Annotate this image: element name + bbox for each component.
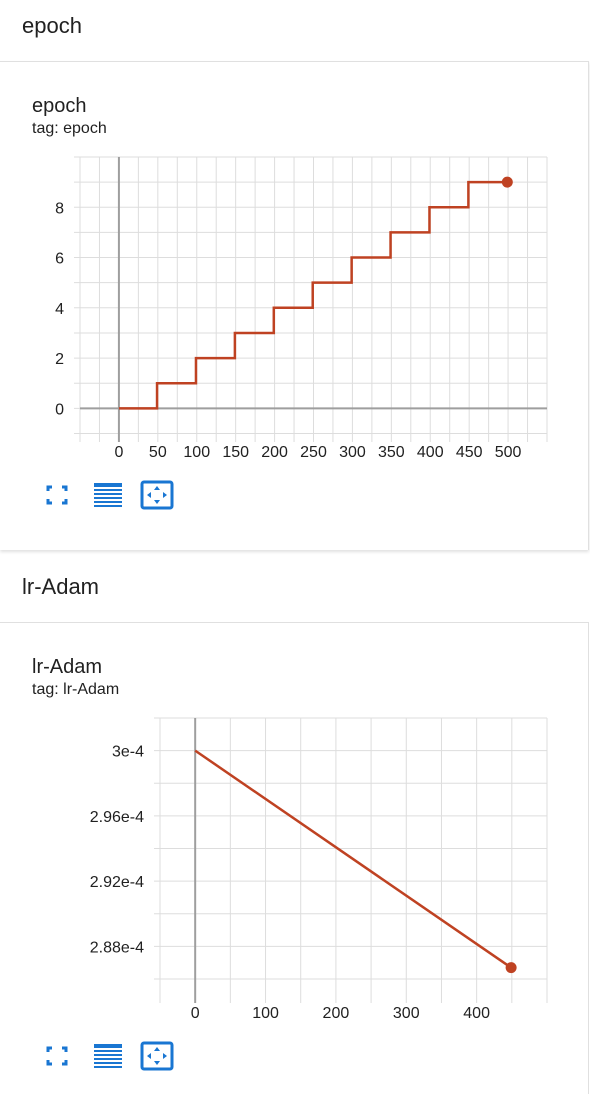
- chart-card-lr-adam: lr-Adam tag: lr-Adam 0 100 200 300 400 2.88e-…: [0, 622, 589, 1094]
- x-tick-label: 400: [417, 444, 444, 461]
- x-tick-label: 250: [300, 444, 327, 461]
- section-heading-lr-adam[interactable]: lr-Adam: [22, 574, 100, 599]
- series-last-point[interactable]: [501, 176, 513, 188]
- y-tick-label: 2.88e-4: [90, 939, 144, 956]
- x-tick-label: 400: [463, 1005, 490, 1022]
- section-heading-epoch[interactable]: epoch: [22, 13, 82, 38]
- y-tick-label: 4: [55, 301, 64, 318]
- x-tick-label: 100: [252, 1005, 279, 1022]
- card-tag-lr-adam: tag: lr-Adam: [32, 681, 120, 698]
- fullscreen-icon: [46, 1046, 68, 1066]
- series-line: [118, 180, 508, 410]
- epoch-chart[interactable]: 0 50 100 150 200 250 300 350 400 450 500 0 2 4 6 8: [0, 62, 589, 482]
- x-tick-label: 450: [456, 444, 483, 461]
- grid: [154, 717, 548, 1003]
- x-tick-label: 300: [393, 1005, 420, 1022]
- toggle-data-table-button[interactable]: [91, 480, 125, 510]
- card-title-lr-adam: lr-Adam: [32, 656, 103, 678]
- x-tick-label: 350: [378, 444, 405, 461]
- grid: [74, 156, 548, 442]
- series-last-point[interactable]: [505, 962, 517, 974]
- x-tick-label: 50: [149, 444, 167, 461]
- x-tick-label: 150: [222, 444, 249, 461]
- y-tick-label: 8: [55, 200, 64, 217]
- x-tick-label: 100: [183, 444, 210, 461]
- y-tick-label: 0: [55, 401, 64, 418]
- x-tick-label: 200: [323, 1005, 350, 1022]
- card-tag-epoch: tag: epoch: [32, 120, 107, 137]
- series-line: [194, 749, 512, 969]
- fullscreen-button[interactable]: [40, 1041, 74, 1071]
- y-tick-label: 3e-4: [112, 744, 144, 761]
- data-table-icon: [94, 1044, 122, 1068]
- data-table-icon: [94, 483, 122, 507]
- y-tick-label: 2.96e-4: [90, 809, 144, 826]
- x-tick-label: 200: [261, 444, 288, 461]
- chart-card-epoch: epoch tag: epoch 0 50 100 150 200 250 300 350 40…: [0, 61, 589, 550]
- y-tick-label: 2.92e-4: [90, 874, 144, 891]
- y-tick-label: 6: [55, 251, 64, 268]
- fit-domain-button[interactable]: [140, 1041, 174, 1071]
- x-tick-label: 0: [191, 1005, 200, 1022]
- fit-domain-icon: [140, 1041, 174, 1071]
- fullscreen-button[interactable]: [40, 480, 74, 510]
- card-title-epoch: epoch: [32, 95, 87, 117]
- lr-adam-chart[interactable]: 0 100 200 300 400 2.88e-4 2.92e-4 2.96e-4 3e-4: [0, 623, 589, 1043]
- y-tick-label: 2: [55, 351, 64, 368]
- x-tick-label: 300: [339, 444, 366, 461]
- x-tick-label: 500: [495, 444, 522, 461]
- fit-domain-icon: [140, 480, 174, 510]
- x-tick-label: 0: [114, 444, 123, 461]
- toggle-data-table-button[interactable]: [91, 1041, 125, 1071]
- fullscreen-icon: [46, 485, 68, 505]
- fit-domain-button[interactable]: [140, 480, 174, 510]
